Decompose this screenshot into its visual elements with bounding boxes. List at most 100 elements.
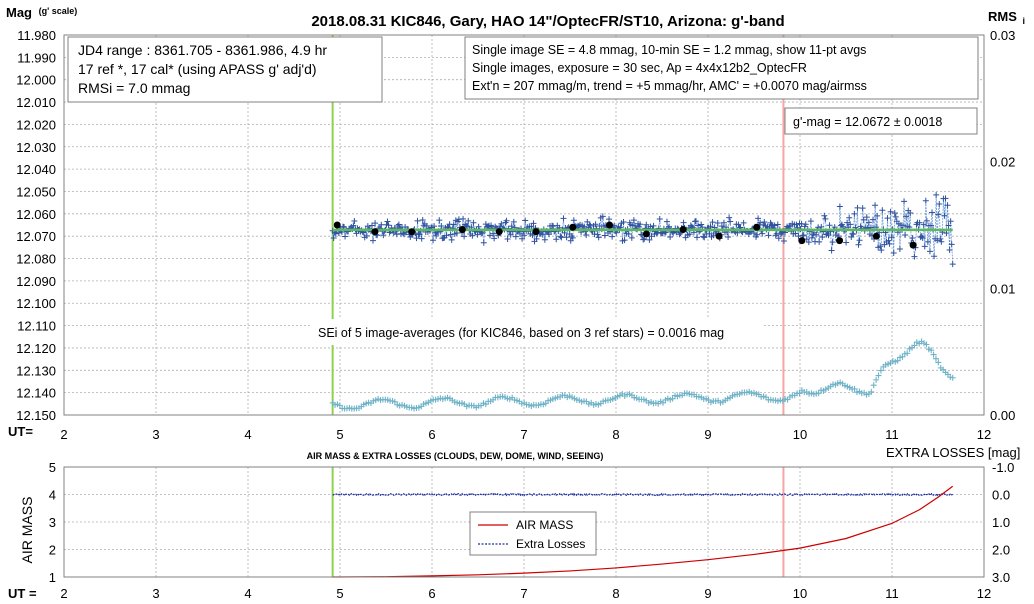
magnitude-point bbox=[447, 231, 454, 238]
magnitude-point bbox=[464, 223, 471, 230]
airmass-x-tick-labels: 2 3 4 5 6 7 8 9 10 11 12 bbox=[60, 586, 991, 601]
extra-losses-tick: 0.0 bbox=[992, 488, 1010, 503]
rms-point bbox=[669, 395, 676, 402]
magnitude-point bbox=[903, 213, 910, 220]
magnitude-point bbox=[419, 217, 426, 224]
magnitude-point bbox=[931, 253, 938, 260]
magnitude-point bbox=[581, 223, 588, 230]
magnitude-point bbox=[510, 218, 517, 225]
magnitude-point bbox=[694, 234, 701, 241]
magnitude-point bbox=[948, 241, 955, 248]
rms-point bbox=[911, 342, 918, 349]
magnitude-point bbox=[936, 200, 943, 207]
info-left-line-3: RMSi = 7.0 mmag bbox=[78, 80, 190, 96]
magnitude-point bbox=[563, 234, 570, 241]
magnitude-point bbox=[508, 223, 515, 230]
magnitude-point bbox=[706, 230, 713, 237]
x-tick-label: 9 bbox=[704, 427, 711, 442]
magnitude-point bbox=[686, 231, 693, 238]
magnitude-point bbox=[726, 214, 733, 221]
airmass-x-tick: 3 bbox=[152, 586, 159, 601]
magnitude-point bbox=[436, 217, 443, 224]
magnitude-point bbox=[765, 232, 772, 239]
magnitude-point bbox=[595, 234, 602, 241]
airmass-x-tick: 11 bbox=[885, 586, 899, 601]
magnitude-point bbox=[836, 203, 843, 210]
magnitude-point bbox=[800, 232, 807, 239]
magnitude-point bbox=[922, 197, 929, 204]
magnitude-point bbox=[933, 191, 940, 198]
y-tick-label: 12.140 bbox=[16, 386, 56, 401]
magnitude-point bbox=[492, 223, 499, 230]
magnitude-point bbox=[707, 223, 714, 230]
magnitude-point bbox=[859, 205, 866, 212]
y-tick-label: 12.100 bbox=[16, 296, 56, 311]
magnitude-point bbox=[692, 218, 699, 225]
magnitude-point bbox=[878, 247, 885, 254]
rms-point bbox=[796, 390, 803, 397]
magnitude-point bbox=[921, 243, 928, 250]
magnitude-point bbox=[843, 239, 850, 246]
rms-point bbox=[928, 347, 935, 354]
magnitude-point bbox=[491, 235, 498, 242]
magnitude-point bbox=[768, 221, 775, 228]
rms-point bbox=[336, 402, 343, 409]
magnitude-point bbox=[332, 230, 339, 237]
magnitude-point bbox=[844, 219, 851, 226]
airmass-x-tick: 4 bbox=[244, 586, 251, 601]
sei-label: SEi of 5 image-averages (for KIC846, bas… bbox=[318, 326, 724, 340]
magnitude-point bbox=[923, 217, 930, 224]
magnitude-point bbox=[486, 232, 493, 239]
magnitude-point bbox=[512, 233, 519, 240]
magnitude-point bbox=[829, 239, 836, 246]
magnitude-point bbox=[385, 222, 392, 229]
averages-series bbox=[333, 221, 917, 249]
magnitude-point bbox=[805, 239, 812, 246]
magnitude-point bbox=[460, 215, 467, 222]
magnitude-point bbox=[792, 230, 799, 237]
magnitude-point bbox=[757, 219, 764, 226]
airmass-x-tick: 5 bbox=[336, 586, 343, 601]
magnitude-point bbox=[498, 220, 505, 227]
gmag-box-frame bbox=[784, 107, 978, 135]
rms-point bbox=[868, 388, 875, 395]
magnitude-point bbox=[793, 221, 800, 228]
y2-tick-labels: 0.03 0.02 0.01 0.00 bbox=[990, 28, 1015, 423]
y-tick-label: 12.120 bbox=[16, 341, 56, 356]
magnitude-point bbox=[676, 231, 683, 238]
magnitude-point bbox=[819, 234, 826, 241]
airmass-line bbox=[332, 485, 954, 578]
magnitude-point bbox=[384, 218, 391, 225]
extra-losses-axis-label: EXTRA LOSSES [mag] bbox=[886, 445, 1020, 460]
magnitude-point bbox=[465, 217, 472, 224]
magnitude-point bbox=[884, 215, 891, 222]
magnitude-point bbox=[529, 232, 536, 239]
rms-point bbox=[873, 376, 880, 383]
magnitude-point bbox=[901, 198, 908, 205]
magnitude-point bbox=[484, 223, 491, 230]
magnitude-point bbox=[774, 221, 781, 228]
y-tick-label: 12.000 bbox=[16, 73, 56, 88]
magnitude-point bbox=[414, 217, 421, 224]
magnitude-point bbox=[507, 231, 514, 238]
magnitude-point bbox=[874, 212, 881, 219]
magnitude-point bbox=[701, 234, 708, 241]
magnitude-point bbox=[802, 221, 809, 228]
gmag-label: g'-mag = 12.0672 ± 0.0018 bbox=[793, 115, 942, 129]
magnitude-point bbox=[592, 221, 599, 228]
airmass-x-tick: 8 bbox=[612, 586, 619, 601]
magnitude-point bbox=[896, 246, 903, 253]
rms-point bbox=[875, 372, 882, 379]
magnitude-point bbox=[911, 253, 918, 260]
x-tick-label: 8 bbox=[612, 427, 619, 442]
rms-point bbox=[391, 398, 398, 405]
magnitude-point bbox=[539, 231, 546, 238]
airmass-x-tick: 6 bbox=[428, 586, 435, 601]
y2-axis-label-sub: i bbox=[1023, 16, 1026, 26]
average-point bbox=[909, 241, 917, 249]
average-point bbox=[495, 228, 503, 236]
magnitude-point bbox=[628, 234, 635, 241]
magnitude-point bbox=[890, 249, 897, 256]
magnitude-point bbox=[821, 212, 828, 219]
